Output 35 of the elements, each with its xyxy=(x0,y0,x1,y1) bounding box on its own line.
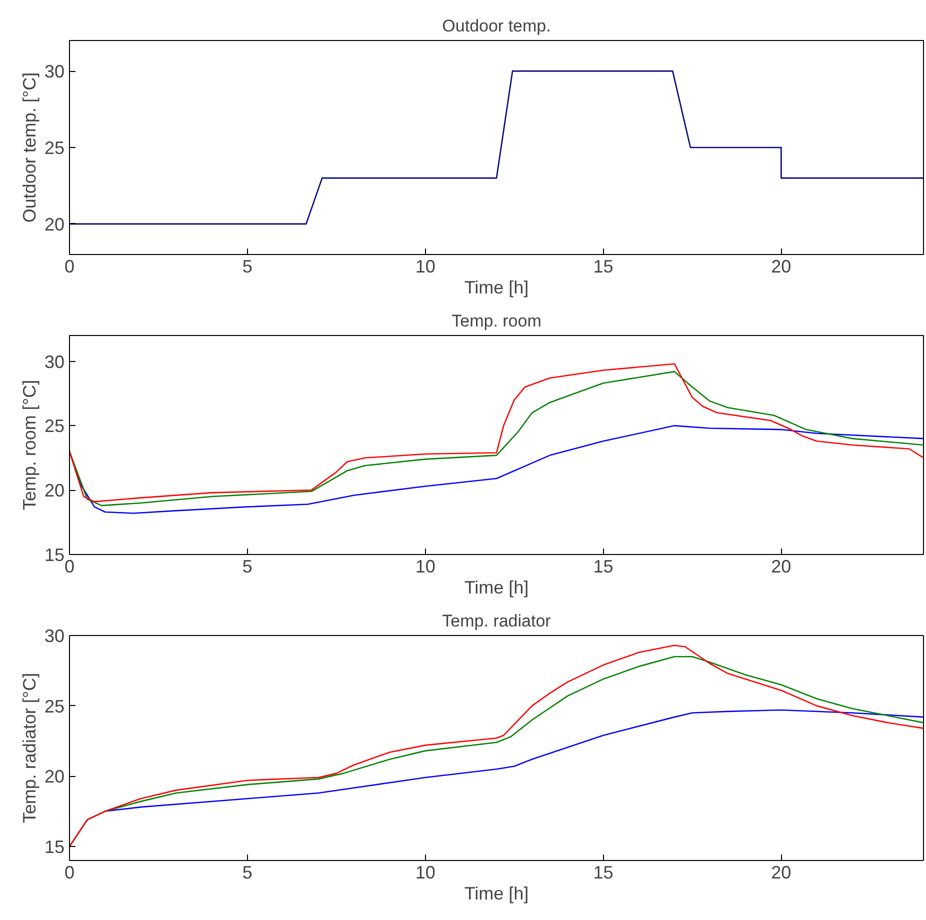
y-tick-label: 20 xyxy=(44,480,65,501)
x-tick-label: 10 xyxy=(415,556,436,576)
x-tick-label: 20 xyxy=(771,256,792,276)
x-tick-label: 15 xyxy=(593,862,614,882)
chart-title: Temp. room xyxy=(452,312,542,330)
x-tick-label: 5 xyxy=(242,256,252,276)
x-tick-label: 15 xyxy=(593,256,614,276)
x-tick-label: 20 xyxy=(771,556,792,576)
x-tick-label: 5 xyxy=(242,556,252,576)
y-tick-label: 20 xyxy=(44,214,65,234)
y-tick-label: 25 xyxy=(44,696,65,716)
x-tick-label: 0 xyxy=(64,556,75,576)
x-tick-label: 0 xyxy=(64,862,75,882)
y-tick-label: 20 xyxy=(44,766,65,787)
x-tick-label: 5 xyxy=(242,862,252,882)
x-tick-label: 20 xyxy=(771,862,792,882)
y-tick-label: 25 xyxy=(44,138,65,158)
x-tick-label: 10 xyxy=(415,862,436,882)
x-tick-label: 15 xyxy=(593,556,614,576)
y-tick-label: 25 xyxy=(44,416,65,436)
y-tick-label: 30 xyxy=(44,626,65,646)
x-axis-title: Time [h] xyxy=(464,278,529,298)
x-axis-title: Time [h] xyxy=(464,578,529,598)
y-axis-title: Temp. radiator [°C] xyxy=(19,672,40,824)
x-axis-title: Time [h] xyxy=(464,884,529,904)
chart-title: Outdoor temp. xyxy=(442,16,551,36)
y-axis-title: Outdoor temp. [°C] xyxy=(19,72,40,223)
y-tick-label: 30 xyxy=(44,62,65,82)
chart-title: Temp. radiator xyxy=(442,612,552,630)
y-axis-title: Temp. room [°C] xyxy=(19,380,40,510)
x-tick-label: 0 xyxy=(64,256,75,276)
y-tick-label: 15 xyxy=(44,836,65,857)
line-series xyxy=(70,70,924,225)
x-tick-label: 10 xyxy=(415,256,436,276)
y-tick-label: 30 xyxy=(44,352,65,372)
